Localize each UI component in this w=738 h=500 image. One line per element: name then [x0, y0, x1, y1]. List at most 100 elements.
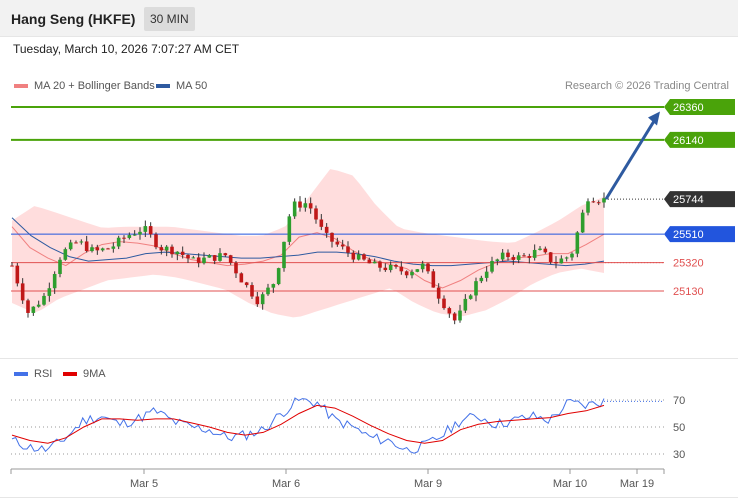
chart-header: Hang Seng (HKFE) 30 MIN [0, 0, 738, 37]
candle-body [356, 254, 361, 260]
rsi-tick-50: 50 [673, 422, 685, 434]
candle-body [266, 287, 270, 295]
candle-body [452, 313, 457, 321]
candle-body [522, 255, 526, 257]
level-tag-25510 [664, 226, 735, 243]
candle-body [372, 261, 377, 264]
candle-body [303, 203, 308, 208]
candle-body [100, 248, 105, 251]
candle-body [351, 252, 356, 260]
candle-body [164, 246, 169, 251]
candle-body [15, 265, 20, 284]
candle-body [143, 226, 148, 232]
candle-body [340, 244, 345, 247]
candle-body [154, 234, 158, 248]
candle-body [314, 208, 318, 220]
candle-body [335, 241, 340, 245]
candle-body [132, 234, 137, 236]
x-tick-label: Mar 6 [272, 478, 300, 490]
candle-body [127, 235, 132, 238]
candle-body [68, 242, 73, 250]
level-value-26140: 26140 [673, 135, 704, 147]
candle-body [383, 267, 388, 271]
legend-9ma-label: 9MA [83, 368, 106, 380]
candle-body [255, 296, 260, 305]
legend-rsi-label: RSI [34, 368, 53, 380]
candle-body [431, 271, 436, 288]
panel-divider [0, 358, 738, 359]
candle-body [175, 251, 180, 255]
forecast-arrow [604, 118, 657, 200]
candle-body [586, 201, 590, 213]
candle-body [282, 241, 286, 269]
candle-body [271, 284, 276, 288]
rsi-tick-30: 30 [673, 449, 685, 461]
x-tick-label: Mar 19 [620, 478, 654, 490]
candle-body [250, 285, 254, 297]
candle-body [186, 254, 190, 259]
rsi-tick-70: 70 [673, 395, 685, 407]
candle-body [26, 300, 30, 313]
candle-body [580, 212, 585, 233]
candle-body [484, 271, 489, 278]
candle-body [20, 283, 25, 301]
candle-body [388, 264, 393, 271]
credit-text: Research © 2026 Trading Central [564, 80, 729, 92]
level-tag-26360 [664, 99, 735, 115]
legend-ma20-swatch [14, 84, 28, 89]
candle-body [516, 255, 521, 260]
candle-body [148, 226, 153, 235]
candle-body [244, 282, 249, 286]
candle-body [90, 247, 94, 252]
candle-body [500, 252, 505, 260]
bollinger-band [12, 169, 604, 318]
level-tag-26140 [664, 131, 735, 148]
candle-body [159, 247, 164, 251]
legend-ma50-swatch [156, 84, 170, 89]
candle-body [474, 281, 478, 296]
candle-body [170, 246, 174, 255]
candle-body [191, 257, 196, 259]
candle-body [394, 264, 398, 267]
candle-body [404, 271, 409, 276]
candle-body [207, 255, 212, 258]
x-tick-label: Mar 10 [553, 478, 587, 490]
candle-body [346, 246, 350, 253]
candle-body [63, 249, 68, 260]
candle-body [436, 287, 441, 299]
candle-body [202, 257, 206, 264]
level-value-25744: 25744 [673, 194, 704, 206]
candle-body [180, 251, 185, 255]
bottom-border [0, 497, 738, 498]
candle-body [490, 260, 494, 272]
candle-body [399, 266, 404, 272]
candle-body [36, 304, 41, 307]
candle-body [538, 248, 542, 250]
candle-body [308, 203, 313, 209]
candle-body [543, 248, 548, 253]
level-value-26360: 26360 [673, 102, 704, 114]
timeframe-badge[interactable]: 30 MIN [144, 7, 195, 31]
candle-body [330, 232, 334, 242]
candle-body [47, 288, 52, 296]
candle-body [42, 295, 46, 305]
candle-body [116, 237, 121, 247]
candle-body [564, 257, 569, 259]
candle-body [554, 261, 558, 264]
rsi-line [11, 397, 605, 454]
level-value-25510: 25510 [673, 229, 704, 241]
candle-body [319, 219, 324, 227]
candle-body [532, 249, 537, 258]
candle-body [228, 255, 233, 263]
candle-body [287, 216, 292, 242]
candle-body [426, 263, 430, 272]
candle-body [458, 310, 462, 321]
candle-body [447, 308, 452, 314]
candle-body [52, 273, 57, 289]
candle-body [324, 226, 329, 233]
candle-body [468, 295, 473, 299]
candle-body [31, 306, 36, 313]
legend-ma20-label: MA 20 + Bollinger Bands [34, 80, 155, 92]
forecast-arrowhead [648, 111, 660, 126]
